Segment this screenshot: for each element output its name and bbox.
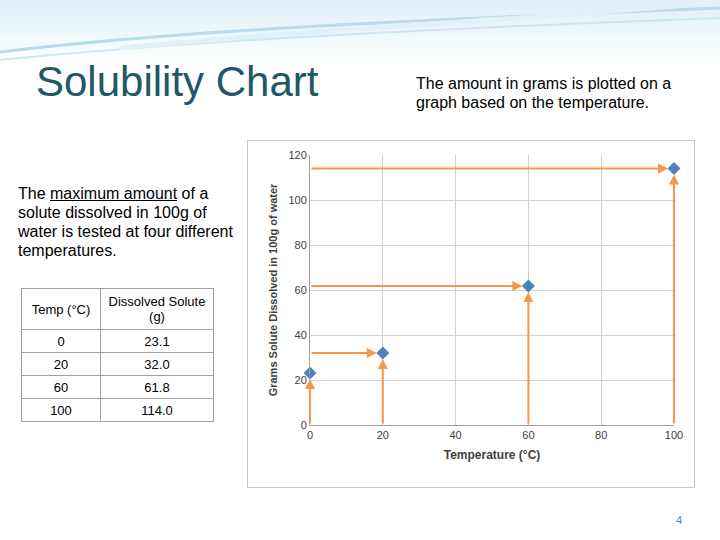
svg-text:100: 100 (665, 429, 683, 441)
svg-text:0: 0 (301, 419, 307, 431)
html-text:60: 60 (53, 379, 69, 395)
html-text:23.1: 23.1 (144, 333, 170, 349)
svg-text:0: 0 (307, 429, 313, 441)
html-text:Dissolved Solute (g): Dissolved Solute (g) (108, 294, 206, 324)
svg-text:60: 60 (522, 429, 534, 441)
html-text:20: 20 (53, 356, 69, 372)
svg-text:Temperature (°C): Temperature (°C) (444, 448, 541, 462)
html-text:0: 0 (57, 333, 65, 349)
svg-text:120: 120 (288, 149, 306, 161)
svg-text:60: 60 (295, 284, 307, 296)
html-text:Temp (°C): Temp (°C) (31, 301, 91, 317)
svg-text:40: 40 (449, 429, 461, 441)
svg-text:80: 80 (595, 429, 607, 441)
html-text:The maximum amount of a solute: The maximum amount of a solute dissolved… (18, 185, 233, 259)
html-text:32.0: 32.0 (144, 356, 170, 372)
svg-text:80: 80 (295, 239, 307, 251)
svg-text:Grams Solute Dissolved in 100g: Grams Solute Dissolved in 100g of water (267, 183, 279, 396)
html-text:4: 4 (676, 514, 683, 526)
svg-text:20: 20 (295, 374, 307, 386)
html-text:114.0: 114.0 (141, 402, 173, 418)
svg-text:20: 20 (377, 429, 389, 441)
html-text:100: 100 (50, 402, 72, 418)
svg-text:40: 40 (295, 329, 307, 341)
svg-text:100: 100 (288, 194, 306, 206)
html-text:Solubility Chart: Solubility Chart (36, 58, 319, 105)
html-text:61.8: 61.8 (144, 379, 170, 395)
html-text:The amount in grams is plotted: The amount in grams is plotted on a grap… (416, 75, 672, 111)
